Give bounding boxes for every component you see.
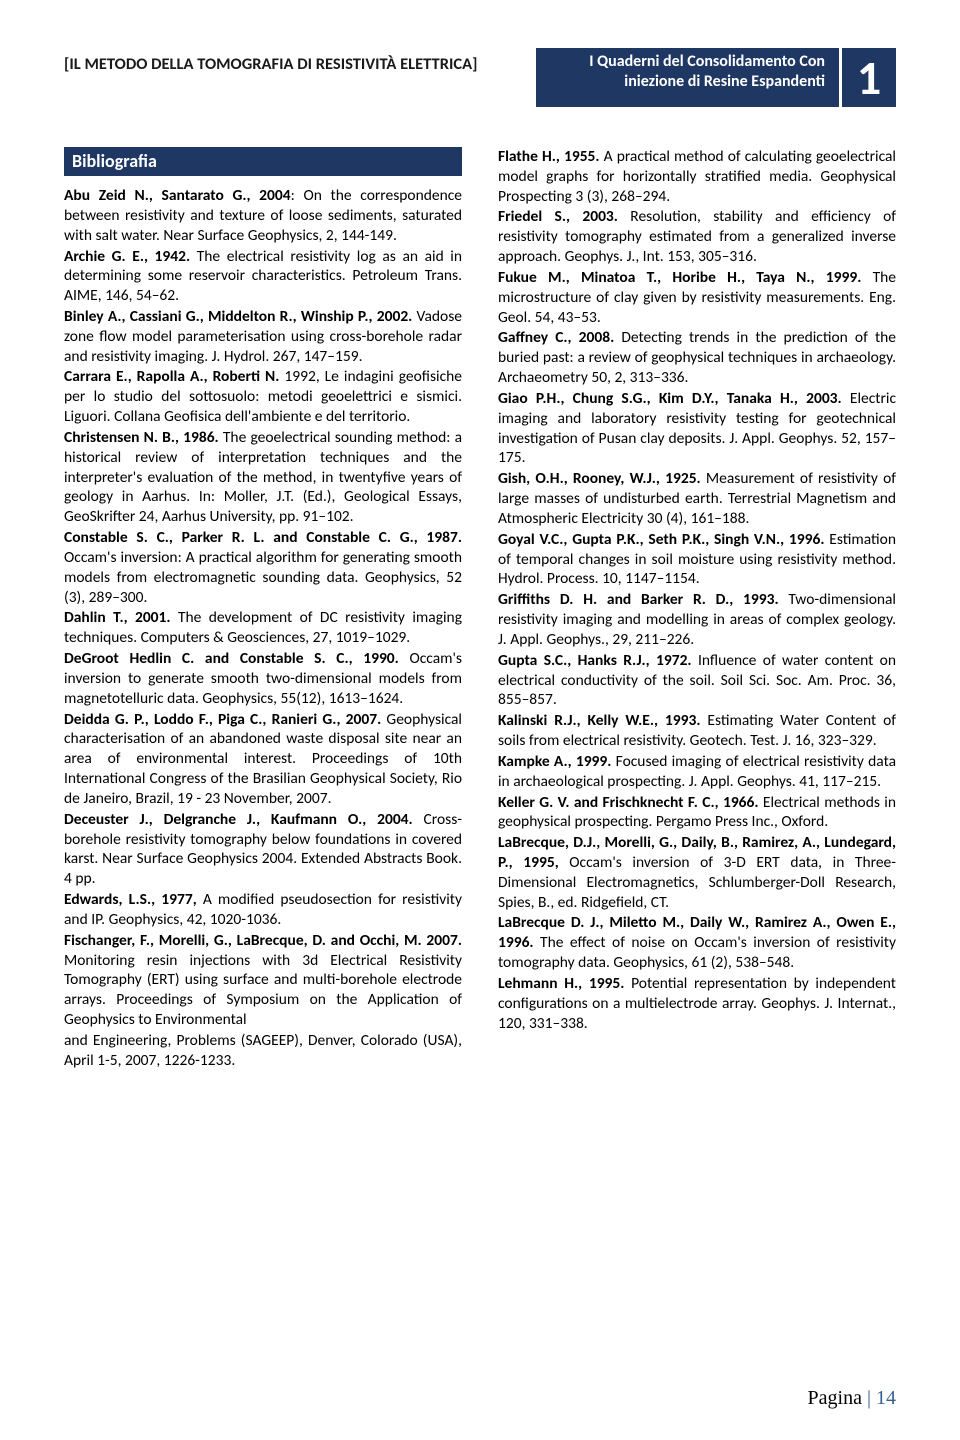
ref-author-year: Deidda G. P., Loddo F., Piga C., Ranieri…: [64, 710, 381, 729]
ref-author-year: Flathe H., 1955.: [498, 147, 600, 166]
bibliography-entry: Deidda G. P., Loddo F., Piga C., Ranieri…: [64, 710, 462, 809]
ref-author-year: Edwards, L.S., 1977,: [64, 890, 197, 909]
header-series-title: I Quaderni del Consolidamento Con iniezi…: [536, 48, 839, 107]
ref-author-year: Friedel S., 2003.: [498, 207, 618, 226]
ref-text: Occam's inversion: A practical algorithm…: [64, 548, 462, 607]
refs-left-container: Abu Zeid N., Santarato G., 2004: On the …: [64, 186, 462, 1030]
bibliography-entry: Giao P.H., Chung S.G., Kim D.Y., Tanaka …: [498, 389, 896, 468]
header-series-line1: I Quaderni del Consolidamento Con: [589, 52, 825, 71]
chapter-number-box: 1: [842, 48, 896, 107]
bibliography-entry: Kampke A., 1999. Focused imaging of elec…: [498, 752, 896, 792]
bibliography-entry: Fukue M., Minatoa T., Horibe H., Taya N.…: [498, 268, 896, 327]
ref-author-year: Kampke A., 1999.: [498, 752, 611, 771]
footer-label: Pagina: [808, 1387, 862, 1409]
bibliography-entry: Fischanger, F., Morelli, G., LaBrecque, …: [64, 931, 462, 1030]
bibliography-entry: Keller G. V. and Frischknecht F. C., 196…: [498, 793, 896, 833]
bibliography-entry: Dahlin T., 2001. The development of DC r…: [64, 608, 462, 648]
ref-author-year: Christensen N. B., 1986.: [64, 428, 219, 447]
bibliography-entry: Binley A., Cassiani G., Middelton R., Wi…: [64, 307, 462, 366]
bibliography-entry: DeGroot Hedlin C. and Constable S. C., 1…: [64, 649, 462, 708]
chapter-number: 1: [857, 48, 881, 107]
ref-author-year: Goyal V.C., Gupta P.K., Seth P.K., Singh…: [498, 530, 824, 549]
bibliography-entry: Friedel S., 2003. Resolution, stability …: [498, 207, 896, 266]
ref-author-year: Gupta S.C., Hanks R.J., 1972.: [498, 651, 692, 670]
bibliography-entry: Deceuster J., Delgranche J., Kaufmann O.…: [64, 810, 462, 889]
bibliography-entry: Christensen N. B., 1986. The geoelectric…: [64, 428, 462, 527]
bibliography-entry: Goyal V.C., Gupta P.K., Seth P.K., Singh…: [498, 530, 896, 589]
ref-author-year: Gaffney C., 2008.: [498, 328, 614, 347]
ref-text: and Engineering, Problems (SAGEEP), Denv…: [64, 1031, 462, 1070]
bibliography-entry: Griffiths D. H. and Barker R. D., 1993. …: [498, 590, 896, 649]
ref-author-year: Deceuster J., Delgranche J., Kaufmann O.…: [64, 810, 413, 829]
bibliography-entry: Abu Zeid N., Santarato G., 2004: On the …: [64, 186, 462, 245]
ref-author-year: Fukue M., Minatoa T., Horibe H., Taya N.…: [498, 268, 861, 287]
bibliography-entry: Lehmann H., 1995. Potential representati…: [498, 974, 896, 1033]
ref-author-year: Kalinski R.J., Kelly W.E., 1993.: [498, 711, 700, 730]
bibliography-entry: Edwards, L.S., 1977, A modified pseudose…: [64, 890, 462, 930]
section-heading: Bibliografia: [64, 147, 462, 176]
ref-author-year: Archie G. E., 1942.: [64, 247, 190, 266]
ref-author-year: Binley A., Cassiani G., Middelton R., Wi…: [64, 307, 412, 326]
footer-sep: |: [862, 1387, 876, 1409]
bibliography-entry: Archie G. E., 1942. The electrical resis…: [64, 247, 462, 306]
ref-text: Monitoring resin injections with 3d Elec…: [64, 951, 462, 1029]
bibliography-entry: LaBrecque D. J., Miletto M., Daily W., R…: [498, 913, 896, 972]
ref-author-year: DeGroot Hedlin C. and Constable S. C., 1…: [64, 649, 399, 668]
page-header: [IL METODO DELLA TOMOGRAFIA DI RESISTIVI…: [64, 48, 896, 107]
ref-author-year: Fischanger, F., Morelli, G., LaBrecque, …: [64, 931, 462, 950]
header-series-line2: iniezione di Resine Espandenti: [624, 72, 825, 91]
footer-page-number: 14: [876, 1387, 896, 1409]
header-left-title: [IL METODO DELLA TOMOGRAFIA DI RESISTIVI…: [64, 48, 526, 107]
ref-author-year: Carrara E., Rapolla A., Roberti N.: [64, 367, 279, 386]
bibliography-entry: Gaffney C., 2008. Detecting trends in th…: [498, 328, 896, 387]
page-footer: Pagina | 14: [808, 1387, 896, 1410]
ref-text: The effect of noise on Occam's inversion…: [498, 933, 896, 972]
bibliography-entry: Constable S. C., Parker R. L. and Consta…: [64, 528, 462, 607]
ref-author-year: Constable S. C., Parker R. L. and Consta…: [64, 528, 462, 547]
bibliography-entry: and Engineering, Problems (SAGEEP), Denv…: [64, 1031, 462, 1071]
bibliography-entry: Flathe H., 1955. A practical method of c…: [498, 147, 896, 206]
ref-author-year: Griffiths D. H. and Barker R. D., 1993.: [498, 590, 779, 609]
bibliography-entry: Kalinski R.J., Kelly W.E., 1993. Estimat…: [498, 711, 896, 751]
bibliography-columns: Bibliografia Abu Zeid N., Santarato G., …: [64, 147, 896, 1070]
header-right-banner: I Quaderni del Consolidamento Con iniezi…: [536, 48, 896, 107]
ref-author-year: Dahlin T., 2001.: [64, 608, 171, 627]
bibliography-entry: Carrara E., Rapolla A., Roberti N. 1992,…: [64, 367, 462, 426]
ref-author-year: Abu Zeid N., Santarato G., 2004: [64, 186, 291, 205]
ref-author-year: Gish, O.H., Rooney, W.J., 1925.: [498, 469, 701, 488]
ref-author-year: Giao P.H., Chung S.G., Kim D.Y., Tanaka …: [498, 389, 842, 408]
bibliography-entry: Gupta S.C., Hanks R.J., 1972. Influence …: [498, 651, 896, 710]
ref-author-year: Lehmann H., 1995.: [498, 974, 624, 993]
bibliography-entry: LaBrecque, D.J., Morelli, G., Daily, B.,…: [498, 833, 896, 912]
ref-author-year: Keller G. V. and Frischknecht F. C., 196…: [498, 793, 759, 812]
bibliography-entry: Gish, O.H., Rooney, W.J., 1925. Measurem…: [498, 469, 896, 528]
